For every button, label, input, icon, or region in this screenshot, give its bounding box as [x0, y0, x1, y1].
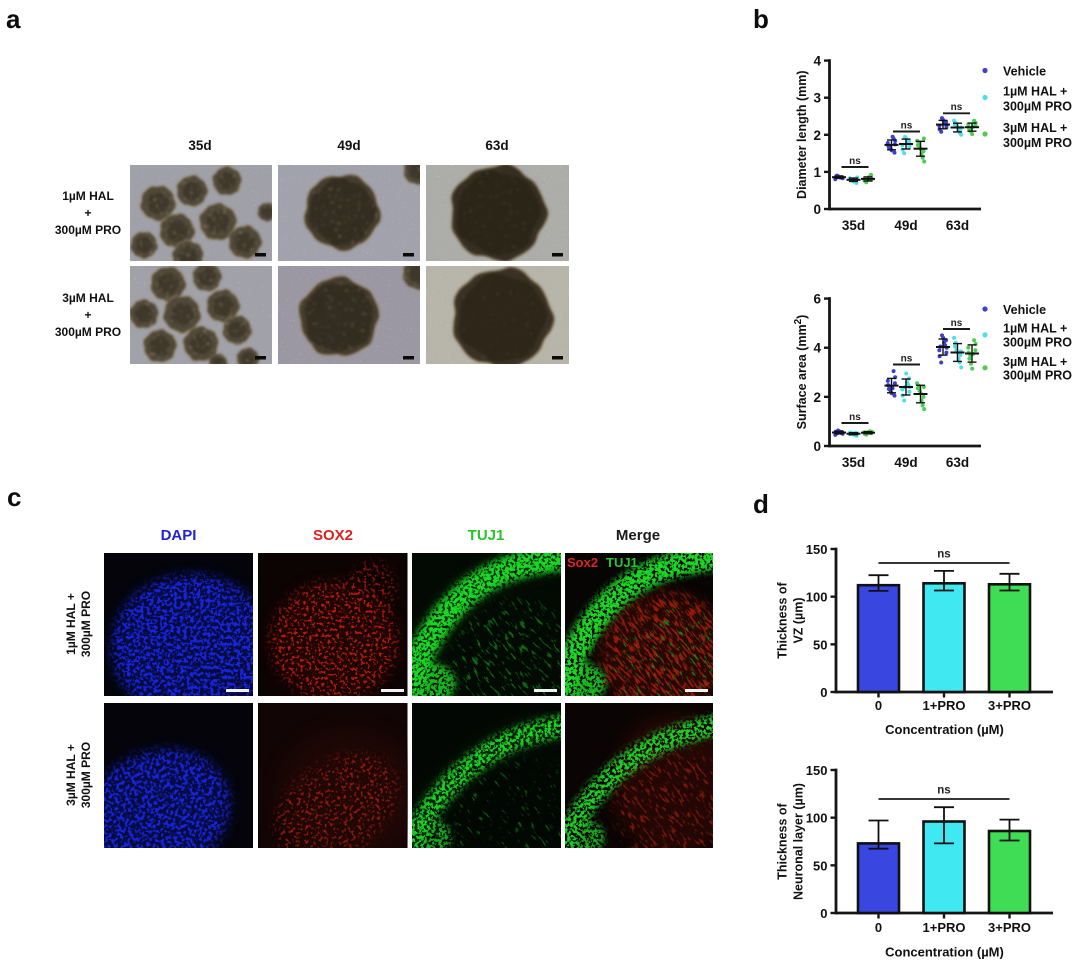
svg-text:300µM PRO: 300µM PRO [1003, 100, 1072, 114]
svg-text:3: 3 [813, 91, 821, 106]
svg-text:TUJ1: TUJ1 [468, 527, 505, 544]
svg-text:50: 50 [813, 858, 827, 873]
svg-text:63d: 63d [946, 455, 969, 470]
svg-text:3µM HAL +: 3µM HAL + [1003, 355, 1067, 369]
svg-text:Vehicle: Vehicle [1003, 303, 1046, 317]
svg-text:0: 0 [875, 698, 882, 713]
svg-text:300µM PRO: 300µM PRO [79, 742, 93, 808]
svg-text:Surface area (mm2): Surface area (mm2) [793, 315, 809, 430]
svg-text:100: 100 [806, 811, 828, 826]
svg-text:1+PRO: 1+PRO [923, 698, 966, 713]
svg-text:3+PRO: 3+PRO [988, 920, 1031, 935]
svg-text:Concentration (µM): Concentration (µM) [885, 945, 1004, 960]
svg-text:ns: ns [901, 353, 913, 364]
svg-text:35d: 35d [842, 455, 865, 470]
svg-text:ns: ns [951, 102, 963, 113]
svg-text:300µM PRO: 300µM PRO [1003, 369, 1072, 383]
svg-text:63d: 63d [946, 218, 969, 233]
svg-text:1µM HAL +: 1µM HAL + [1003, 322, 1067, 336]
svg-text:0: 0 [820, 685, 827, 700]
svg-text:ns: ns [937, 785, 950, 797]
svg-text:0: 0 [820, 906, 827, 921]
svg-text:SOX2: SOX2 [313, 527, 353, 544]
svg-text:3µM HAL +: 3µM HAL + [64, 744, 78, 806]
svg-text:DAPI: DAPI [161, 527, 197, 544]
svg-text:49d: 49d [894, 455, 917, 470]
svg-text:49d: 49d [894, 218, 917, 233]
svg-text:2: 2 [813, 128, 821, 143]
svg-text:0: 0 [813, 439, 821, 454]
svg-text:300µM PRO: 300µM PRO [1003, 136, 1072, 150]
svg-text:ns: ns [951, 318, 963, 329]
svg-text:Concentration (µM): Concentration (µM) [885, 722, 1004, 737]
svg-text:2: 2 [813, 390, 821, 405]
svg-text:1+PRO: 1+PRO [923, 920, 966, 935]
svg-text:1µM HAL +: 1µM HAL + [64, 593, 78, 655]
svg-text:3µM HAL +: 3µM HAL + [1003, 121, 1067, 135]
svg-text:ns: ns [849, 412, 861, 423]
svg-text:35d: 35d [842, 218, 865, 233]
svg-text:Thickness of: Thickness of [776, 802, 790, 879]
svg-text:3+PRO: 3+PRO [988, 698, 1031, 713]
svg-text:0: 0 [875, 920, 882, 935]
svg-text:Diameter length (mm): Diameter length (mm) [795, 70, 809, 199]
svg-text:4: 4 [813, 54, 821, 69]
svg-text:150: 150 [806, 542, 828, 557]
svg-text:100: 100 [806, 590, 828, 605]
svg-text:300µM PRO: 300µM PRO [1003, 336, 1072, 350]
svg-text:1µM HAL +: 1µM HAL + [1003, 85, 1067, 99]
svg-text:0: 0 [813, 202, 821, 217]
svg-text:ns: ns [849, 156, 861, 167]
svg-text:50: 50 [813, 637, 827, 652]
svg-text:150: 150 [806, 763, 828, 778]
svg-text:1: 1 [813, 165, 821, 180]
svg-text:Thickness of: Thickness of [776, 581, 790, 658]
svg-text:Neuronal layer (µm): Neuronal layer (µm) [792, 783, 806, 900]
svg-text:Merge: Merge [616, 527, 660, 544]
svg-text:300µM PRO: 300µM PRO [79, 591, 93, 657]
svg-text:4: 4 [813, 341, 821, 356]
svg-text:6: 6 [813, 292, 821, 307]
svg-text:ns: ns [901, 120, 913, 131]
svg-text:VZ (µm): VZ (µm) [792, 597, 806, 643]
svg-text:ns: ns [937, 549, 950, 561]
svg-text:Vehicle: Vehicle [1003, 65, 1046, 79]
